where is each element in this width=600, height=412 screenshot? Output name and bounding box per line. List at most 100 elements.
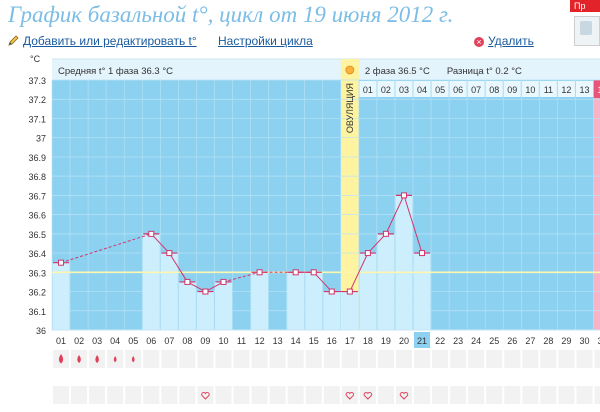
x-day-label: 29 xyxy=(561,336,571,346)
y-tick-label: 37.3 xyxy=(28,76,46,86)
phase2-day-cell xyxy=(359,81,377,97)
sun-icon xyxy=(345,65,355,75)
symbol-cell xyxy=(143,386,160,404)
temperature-bar xyxy=(160,253,178,330)
phase2-day-cell xyxy=(431,81,449,97)
y-tick-label: 36.8 xyxy=(28,172,46,182)
symbol-cell xyxy=(414,350,431,368)
temperature-point xyxy=(166,250,173,257)
phase2-day-cell xyxy=(539,81,557,97)
symbol-cell xyxy=(71,386,88,404)
menstruation-drop-icon xyxy=(131,356,135,363)
add-edit-temperature-link[interactable]: Добавить или редактировать t° xyxy=(23,34,197,48)
temperature-point xyxy=(382,230,389,237)
temperature-point xyxy=(400,192,407,199)
temperature-bar xyxy=(341,291,359,330)
phase2-day-number: 07 xyxy=(471,85,481,95)
symbol-cell xyxy=(377,386,394,404)
y-tick-label: 36.7 xyxy=(28,191,46,201)
phase2-day-cell xyxy=(521,81,539,97)
x-day-label: 22 xyxy=(435,336,445,346)
phase2-day-number: 02 xyxy=(381,85,391,95)
x-day-label: 02 xyxy=(74,336,84,346)
symbol-cell xyxy=(197,386,214,404)
symbol-cell xyxy=(594,386,600,404)
y-tick-label: 36.6 xyxy=(28,211,46,221)
x-day-label: 30 xyxy=(579,336,589,346)
x-day-label: 09 xyxy=(200,336,210,346)
symbol-cell xyxy=(486,386,503,404)
symbol-cell xyxy=(522,350,539,368)
temperature-bar xyxy=(251,272,269,330)
symbol-cell xyxy=(53,386,70,404)
phase2-day-cell xyxy=(413,81,431,97)
menstruation-drop-icon xyxy=(77,355,81,363)
symbol-cell xyxy=(576,386,593,404)
x-day-label: 31 xyxy=(598,336,600,346)
x-day-label: 06 xyxy=(146,336,156,346)
symbol-cell xyxy=(395,350,412,368)
symbol-cell xyxy=(486,350,503,368)
cycle-settings-link[interactable]: Настройки цикла xyxy=(218,34,313,48)
x-day-label: 01 xyxy=(56,336,66,346)
symbol-cell xyxy=(179,386,196,404)
symbol-cell xyxy=(143,350,160,368)
x-day-label: 25 xyxy=(489,336,499,346)
symbol-cell xyxy=(179,350,196,368)
symbol-cell xyxy=(395,386,412,404)
phase2-day-cell xyxy=(395,81,413,97)
symbol-cell xyxy=(377,350,394,368)
y-tick-label: 36.5 xyxy=(28,230,46,240)
temperature-point xyxy=(328,288,335,295)
symbol-cell xyxy=(323,386,340,404)
temperature-bar xyxy=(377,233,395,330)
menstruation-drop-icon xyxy=(58,354,64,364)
x-day-label: 24 xyxy=(471,336,481,346)
symbol-cell xyxy=(341,386,358,404)
symbol-cell xyxy=(359,350,376,368)
temperature-point xyxy=(256,269,263,276)
symbol-cell xyxy=(594,350,600,368)
temperature-line xyxy=(187,281,206,292)
symbol-cell xyxy=(215,386,232,404)
phase2-day-number: 04 xyxy=(417,85,427,95)
avatar[interactable] xyxy=(574,16,600,46)
symbol-cell xyxy=(161,386,178,404)
symbol-cell xyxy=(468,350,485,368)
temperature-line xyxy=(349,252,369,292)
symbol-cell xyxy=(287,350,304,368)
symbol-cell xyxy=(432,350,449,368)
y-unit-label: °C xyxy=(30,54,41,64)
temperature-bar xyxy=(323,291,341,330)
temperature-line xyxy=(150,233,170,254)
symbol-cell xyxy=(233,386,250,404)
phase2-day-number: 01 xyxy=(363,85,373,95)
y-tick-label: 36.2 xyxy=(28,288,46,298)
y-tick-label: 36.3 xyxy=(28,268,46,278)
symbol-cell xyxy=(197,350,214,368)
x-day-label: 23 xyxy=(453,336,463,346)
symbol-cell xyxy=(269,350,286,368)
symbol-cell xyxy=(359,386,376,404)
phase2-day-number: 03 xyxy=(399,85,409,95)
pencil-icon[interactable] xyxy=(8,34,20,46)
temperature-bar xyxy=(142,233,160,330)
delete-cycle-link[interactable]: Удалить xyxy=(488,34,534,48)
temperature-bar xyxy=(214,281,232,330)
x-day-label: 11 xyxy=(237,336,246,346)
corner-tag[interactable]: Пр xyxy=(570,0,600,12)
y-tick-label: 36 xyxy=(36,326,46,336)
symbol-cell xyxy=(125,386,142,404)
ovulation-label: ОВУЛЯЦИЯ xyxy=(345,83,355,133)
temperature-line xyxy=(205,281,224,292)
x-day-label: 19 xyxy=(381,336,391,346)
delete-icon[interactable]: × xyxy=(474,37,484,47)
phase2-day-number: 09 xyxy=(507,85,517,95)
heart-icon xyxy=(345,392,355,400)
phase2-day-number: 12 xyxy=(561,85,571,95)
x-day-label: 28 xyxy=(543,336,553,346)
x-day-label: 18 xyxy=(363,336,373,346)
phase2-day-cell xyxy=(449,81,467,97)
symbol-cell xyxy=(107,386,124,404)
temperature-line xyxy=(168,252,188,283)
